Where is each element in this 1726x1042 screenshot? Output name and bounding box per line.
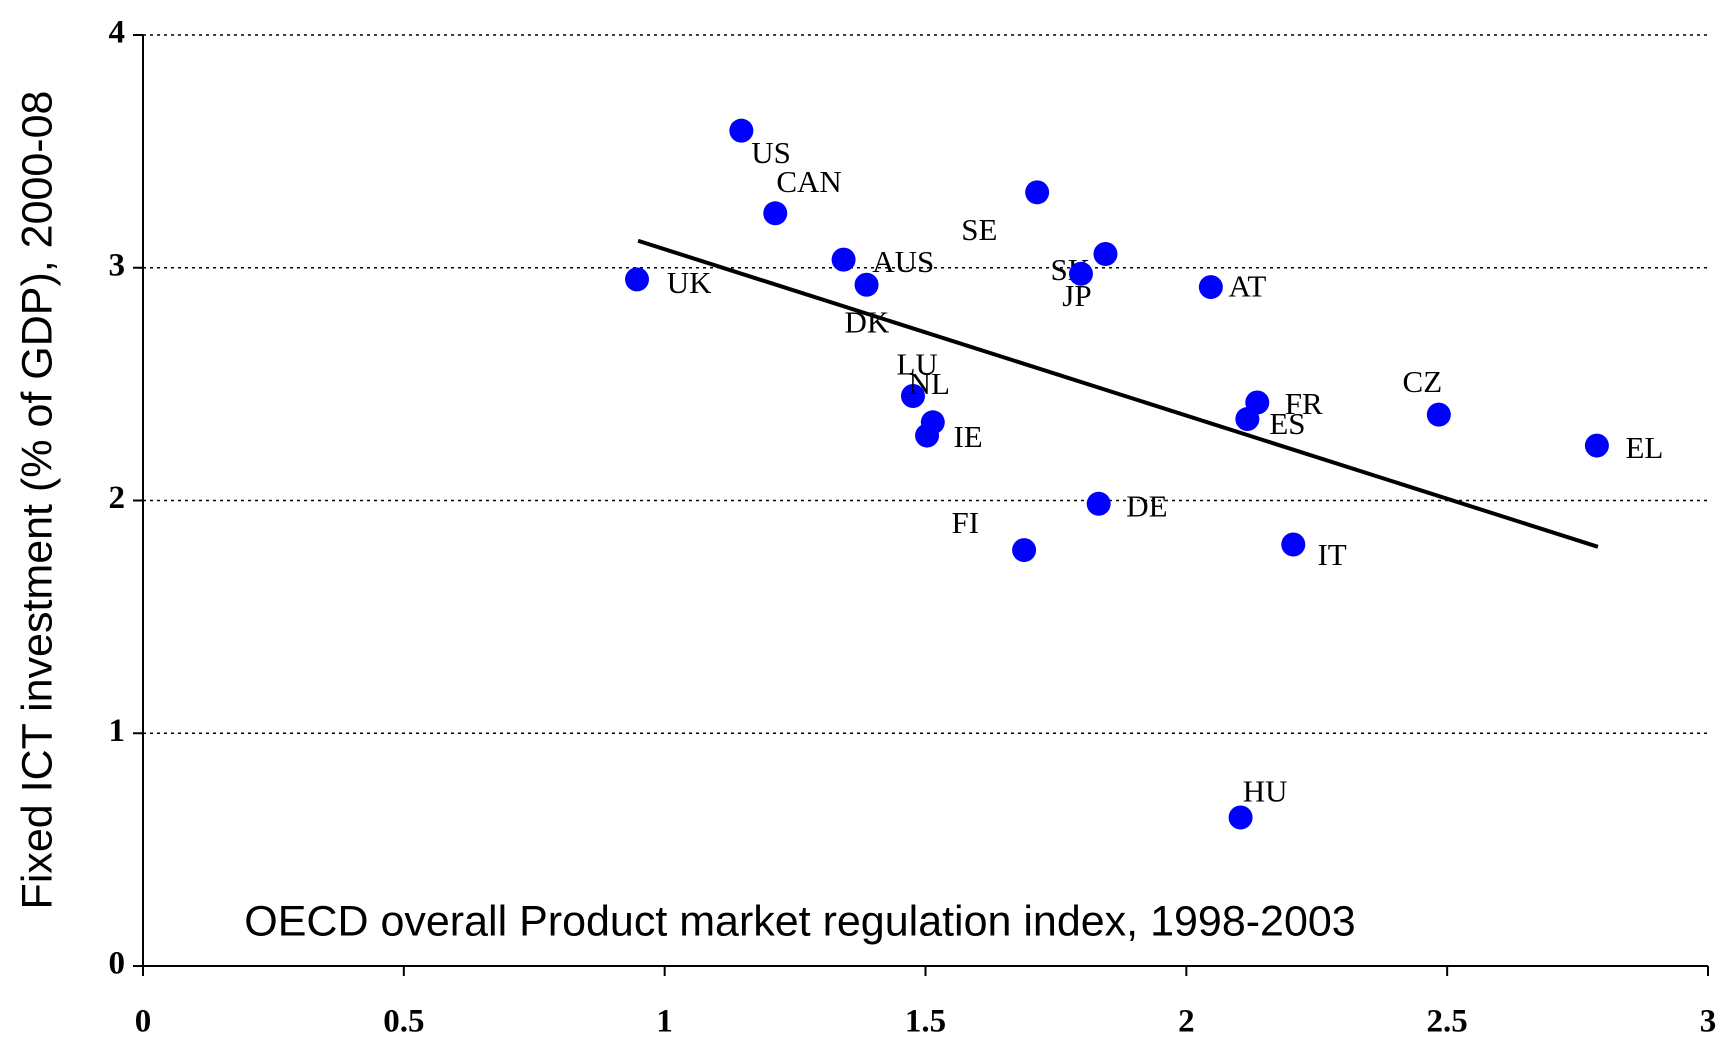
point-label: IE bbox=[953, 419, 982, 454]
point-label: FI bbox=[951, 505, 979, 540]
point-label: JP bbox=[1062, 278, 1091, 313]
point-label: HU bbox=[1243, 774, 1288, 809]
point bbox=[915, 423, 940, 448]
point bbox=[1012, 538, 1037, 563]
point bbox=[1198, 275, 1223, 300]
point-label: UK bbox=[667, 265, 712, 300]
x-axis-label: OECD overall Product market regulation i… bbox=[244, 897, 1355, 945]
x-tick-label: 1 bbox=[656, 1004, 673, 1040]
x-tick-label: 0 bbox=[135, 1004, 152, 1040]
point bbox=[1281, 532, 1306, 557]
point-label: AT bbox=[1228, 268, 1266, 303]
point-label: CAN bbox=[776, 164, 841, 199]
point-label: SE bbox=[961, 212, 997, 247]
y-tick-label: 0 bbox=[109, 946, 126, 982]
point bbox=[831, 247, 856, 272]
x-tick-label: 3 bbox=[1700, 1004, 1717, 1040]
point bbox=[729, 118, 754, 143]
point bbox=[763, 201, 788, 226]
y-tick-label: 3 bbox=[109, 247, 126, 283]
x-tick-label: 2 bbox=[1178, 1004, 1195, 1040]
point bbox=[1086, 491, 1111, 516]
point-label: AUS bbox=[872, 244, 934, 279]
point bbox=[1025, 180, 1050, 205]
point bbox=[625, 267, 650, 292]
point bbox=[1584, 433, 1609, 458]
point bbox=[1426, 402, 1451, 427]
point-label: DE bbox=[1126, 488, 1167, 523]
point-label: CZ bbox=[1403, 364, 1443, 399]
point-label: LU bbox=[896, 347, 937, 382]
x-tick-label: 0.5 bbox=[383, 1004, 424, 1040]
point bbox=[1235, 407, 1260, 432]
point-label: NL bbox=[909, 366, 950, 401]
point-label: EL bbox=[1625, 430, 1663, 465]
y-tick-label: 4 bbox=[109, 15, 126, 51]
point-label: DK bbox=[845, 305, 890, 340]
x-tick-label: 1.5 bbox=[905, 1004, 946, 1040]
point-label: US bbox=[751, 135, 791, 170]
point-label: ES bbox=[1269, 406, 1305, 441]
point-label: FR bbox=[1285, 386, 1323, 421]
point bbox=[854, 272, 879, 297]
point bbox=[900, 383, 925, 408]
y-tick-label: 2 bbox=[109, 480, 126, 516]
point bbox=[1068, 261, 1093, 286]
point bbox=[1093, 242, 1118, 267]
y-axis-label: Fixed ICT investment (% of GDP), 2000-08 bbox=[13, 91, 61, 910]
point-label: IT bbox=[1317, 537, 1346, 572]
x-tick-label: 2.5 bbox=[1427, 1004, 1468, 1040]
trend-line bbox=[637, 238, 1599, 549]
y-tick-label: 1 bbox=[109, 713, 126, 749]
point bbox=[1228, 805, 1253, 830]
